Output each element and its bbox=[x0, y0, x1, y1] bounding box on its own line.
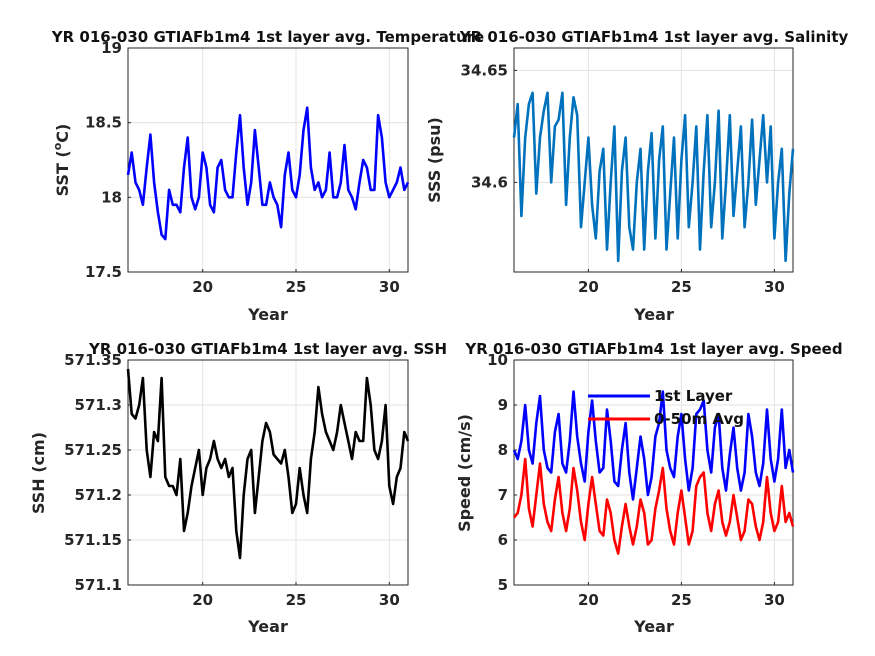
ytick-label-speed: 9 bbox=[498, 396, 508, 414]
xtick-label-ssh: 30 bbox=[379, 591, 400, 609]
x-axis-label-ssh: Year bbox=[247, 617, 288, 636]
plot-area-speed bbox=[512, 390, 795, 555]
yticks-speed: 5 6 7 8 9 10 bbox=[487, 351, 517, 594]
xtick-label-ssh: 25 bbox=[286, 591, 307, 609]
xtick-label-sst: 25 bbox=[286, 278, 307, 296]
y-axis-label-sss: SSS (psu) bbox=[425, 117, 444, 203]
xtick-label-sst: 20 bbox=[192, 278, 213, 296]
ytick-label-speed: 6 bbox=[498, 531, 508, 549]
series-line-ssh-0 bbox=[126, 368, 410, 560]
panel-speed: 20 25 30 5 6 7 8 9 10 YR 016-030 GTIAFb1m4 1st … bbox=[455, 340, 843, 636]
xtick-label-sst: 30 bbox=[379, 278, 400, 296]
panel-ssh: 20 25 30 571.1 571.15 571.2 571.25 571.3 571.35… bbox=[29, 340, 447, 636]
yticks-sst: 17.5 18 18.5 19 bbox=[85, 39, 131, 281]
chart-title-speed: YR 016-030 GTIAFb1m4 1st layer avg. Spee… bbox=[464, 340, 842, 358]
ytick-label-speed: 7 bbox=[498, 486, 508, 504]
chart-title-sst: YR 016-030 GTIAFb1m4 1st layer avg. Temp… bbox=[51, 28, 484, 46]
x-axis-label-sss: Year bbox=[633, 305, 674, 324]
xtick-label-speed: 20 bbox=[578, 591, 599, 609]
ytick-label-ssh: 571.35 bbox=[64, 351, 122, 369]
panel-sss: 20 25 30 34.6 34.65 YR 016-030 GTIAFb1m4 1s… bbox=[425, 28, 848, 324]
y-axis-label-sst-unit: C) bbox=[53, 124, 72, 143]
xticks-sss: 20 25 30 bbox=[578, 269, 785, 296]
ytick-label-speed: 8 bbox=[498, 441, 508, 459]
ytick-label-ssh: 571.25 bbox=[64, 441, 122, 459]
ytick-label-sss: 34.65 bbox=[461, 61, 508, 79]
series-line-speed-1 bbox=[512, 457, 795, 555]
grid-sst bbox=[128, 47, 408, 273]
ytick-label-speed: 10 bbox=[487, 351, 508, 369]
legend-label-0-50m-avg: 0-50m Avg bbox=[654, 410, 744, 428]
y-axis-label-sst: SST (oC) bbox=[51, 124, 72, 197]
axes-frame-sst bbox=[127, 47, 409, 273]
ytick-label-speed: 5 bbox=[498, 576, 508, 594]
plot-area-sst bbox=[126, 106, 410, 241]
xticks-sst: 20 25 30 bbox=[192, 269, 400, 296]
series-line-speed-0 bbox=[512, 390, 795, 501]
xticks-speed: 20 25 30 bbox=[578, 582, 785, 609]
y-axis-label-ssh: SSH (cm) bbox=[29, 432, 48, 514]
plot-area-sss bbox=[512, 91, 795, 263]
legend-speed: 1st Layer 0-50m Avg bbox=[588, 387, 744, 428]
yticks-ssh: 571.1 571.15 571.2 571.25 571.3 571.35 bbox=[64, 351, 131, 594]
ytick-label-ssh: 571.3 bbox=[75, 396, 122, 414]
xtick-label-speed: 25 bbox=[671, 591, 692, 609]
x-axis-label-speed: Year bbox=[633, 617, 674, 636]
legend-label-1st-layer: 1st Layer bbox=[654, 387, 733, 405]
xtick-label-speed: 30 bbox=[764, 591, 785, 609]
axes-frame-ssh bbox=[127, 359, 409, 586]
xticks-ssh: 20 25 30 bbox=[192, 582, 400, 609]
ytick-label-ssh: 571.1 bbox=[75, 576, 122, 594]
y-axis-label-sst-degree: o bbox=[51, 142, 64, 150]
ytick-label-sst: 17.5 bbox=[85, 263, 122, 281]
xtick-label-sss: 20 bbox=[578, 278, 599, 296]
xtick-label-ssh: 20 bbox=[192, 591, 213, 609]
y-axis-label-speed: Speed (cm/s) bbox=[455, 414, 474, 532]
x-axis-label-sst: Year bbox=[247, 305, 288, 324]
ytick-label-sst: 18.5 bbox=[85, 114, 122, 132]
yticks-sss: 34.6 34.65 bbox=[461, 61, 517, 191]
xtick-label-sss: 30 bbox=[764, 278, 785, 296]
y-axis-label-sst-main: SST ( bbox=[53, 150, 72, 196]
ytick-label-ssh: 571.2 bbox=[75, 486, 122, 504]
chart-title-ssh: YR 016-030 GTIAFb1m4 1st layer avg. SSH bbox=[88, 340, 447, 358]
plot-area-ssh bbox=[126, 368, 410, 560]
ytick-label-sst: 18 bbox=[101, 188, 122, 206]
ytick-label-ssh: 571.15 bbox=[64, 531, 122, 549]
series-line-sst-0 bbox=[126, 106, 410, 241]
ytick-label-sss: 34.6 bbox=[471, 173, 508, 191]
ytick-label-sst: 19 bbox=[101, 39, 122, 57]
chart-title-sss: YR 016-030 GTIAFb1m4 1st layer avg. Sali… bbox=[459, 28, 849, 46]
xtick-label-sss: 25 bbox=[671, 278, 692, 296]
panel-sst: 20 25 30 17.5 18 18.5 19 YR 016-030 GTIAFb1m4… bbox=[51, 28, 484, 324]
series-line-sss-0 bbox=[512, 91, 795, 263]
